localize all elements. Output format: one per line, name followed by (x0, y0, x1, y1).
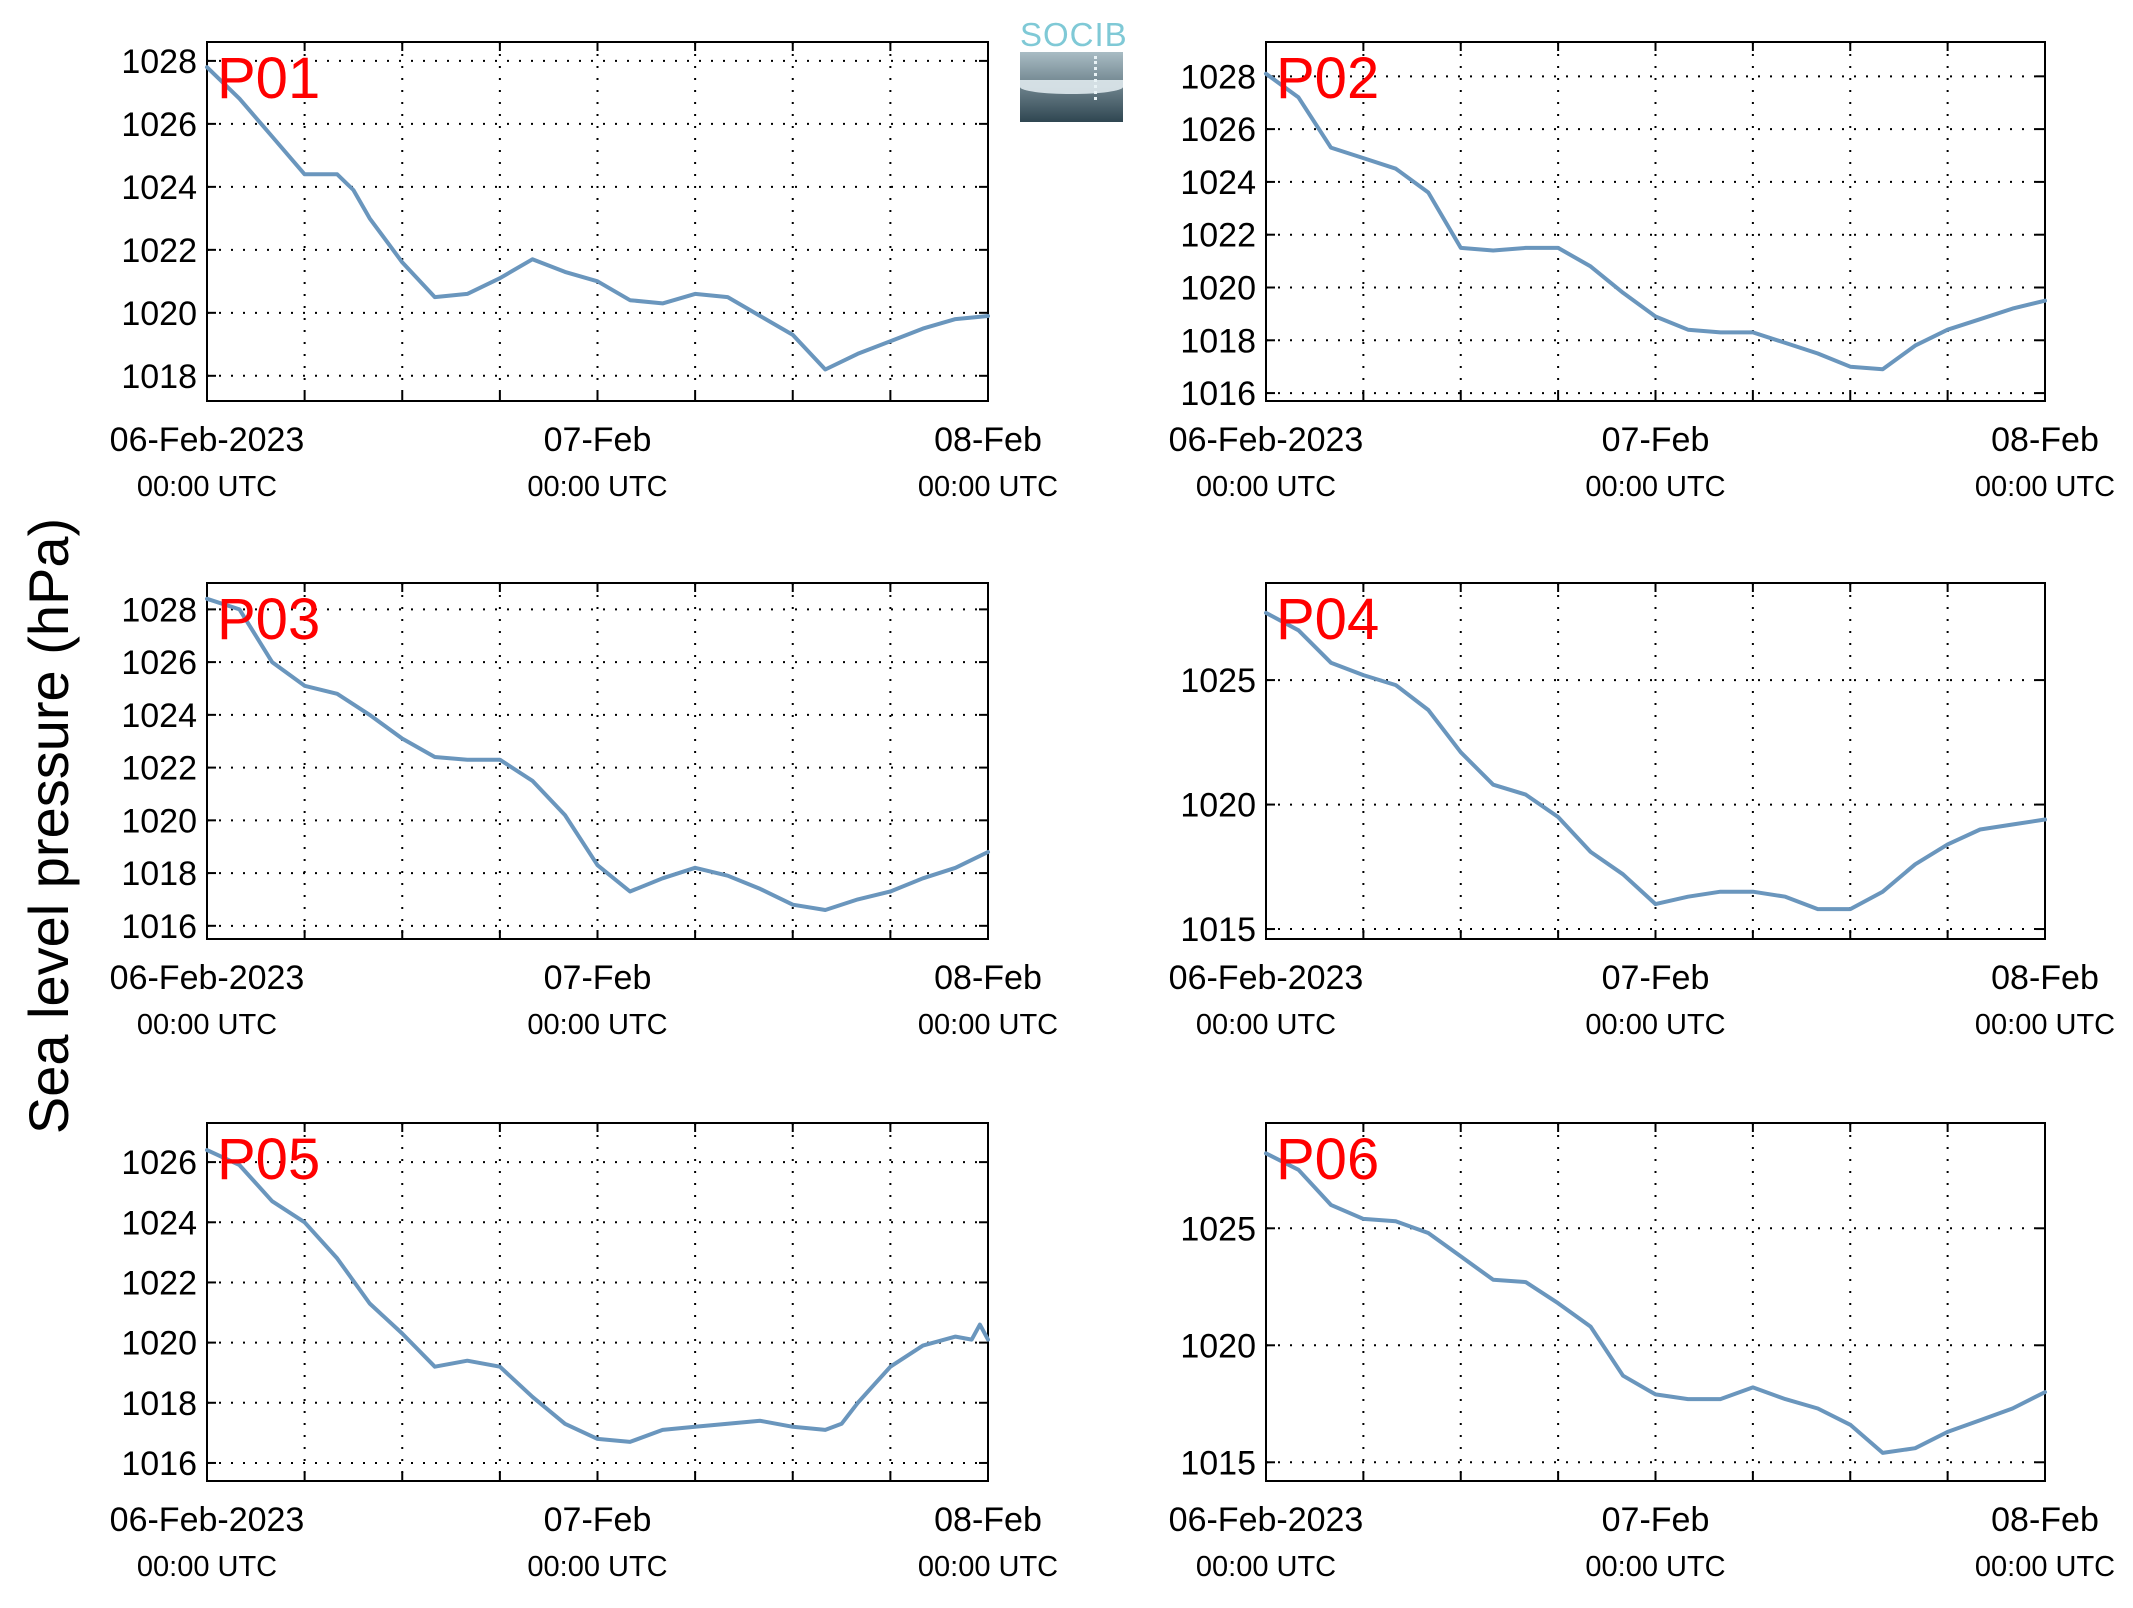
y-tick-label: 1018 (121, 1385, 197, 1423)
plot-frame (1265, 41, 2046, 402)
y-tick-label: 1028 (1180, 58, 1256, 96)
x-tick-label: 06-Feb-2023 (110, 421, 305, 459)
x-tick-label: 08-Feb (1991, 959, 2099, 997)
y-tick-label: 1020 (1180, 269, 1256, 307)
x-tick-sublabel: 00:00 UTC (527, 1551, 667, 1583)
series-line-p05 (205, 1148, 990, 1444)
y-tick-label: 1020 (1180, 1327, 1256, 1365)
y-tick-label: 1024 (121, 169, 197, 207)
x-tick-sublabel: 00:00 UTC (137, 1551, 277, 1583)
y-tick-label: 1026 (1180, 111, 1256, 149)
x-tick-sublabel: 00:00 UTC (1196, 1009, 1336, 1041)
x-tick-label: 06-Feb-2023 (110, 959, 305, 997)
station-label: P04 (1276, 587, 1379, 652)
socib-logo: SOCIB (1020, 16, 1128, 122)
x-tick-sublabel: 00:00 UTC (1585, 471, 1725, 503)
x-tick-sublabel: 00:00 UTC (918, 1009, 1058, 1041)
plot-frame (206, 582, 989, 940)
y-tick-label: 1025 (1180, 1210, 1256, 1248)
panel-p06: 1015 1020 1025 06-Feb-2023 00:00 UTC 07-Feb 00… (1169, 1122, 2115, 1583)
y-tick-label: 1015 (1180, 1444, 1256, 1482)
x-tick-sublabel: 00:00 UTC (527, 471, 667, 503)
y-tick-label: 1028 (121, 591, 197, 629)
y-tick-label: 1025 (1180, 662, 1256, 700)
x-tick-sublabel: 00:00 UTC (1975, 1551, 2115, 1583)
x-tick-sublabel: 00:00 UTC (527, 1009, 667, 1041)
panel-p01: 1018 1020 1022 1024 1026 1028 06-Feb-2023 00:00… (110, 41, 1058, 503)
y-tick-label: 1022 (121, 1264, 197, 1302)
series-line-p02 (1264, 71, 2047, 372)
y-tick-label: 1022 (121, 232, 197, 270)
x-tick-label: 08-Feb (934, 959, 1042, 997)
station-label: P02 (1276, 46, 1379, 111)
y-tick-label: 1024 (121, 697, 197, 735)
y-tick-label: 1016 (1180, 375, 1256, 413)
y-tick-label: 1024 (121, 1204, 197, 1242)
y-tick-label: 1016 (121, 908, 197, 946)
y-tick-label: 1022 (121, 750, 197, 788)
panel-p02: 1016 1018 1020 1022 1024 1026 1028 06-Feb-2023 0… (1169, 41, 2115, 503)
panel-p05: 1016 1018 1020 1022 1024 1026 06-Feb-2023 00:00… (110, 1122, 1058, 1583)
plot-frame (1265, 1122, 2046, 1482)
x-tick-sublabel: 00:00 UTC (1196, 471, 1336, 503)
y-tick-label: 1018 (121, 855, 197, 893)
x-tick-label: 08-Feb (1991, 1501, 2099, 1539)
x-tick-label: 07-Feb (1602, 1501, 1710, 1539)
y-tick-label: 1028 (121, 43, 197, 81)
x-tick-label: 07-Feb (544, 959, 652, 997)
plot-frame (1265, 582, 2046, 940)
socib-logo-graphic (1020, 52, 1123, 122)
x-tick-label: 06-Feb-2023 (110, 1501, 305, 1539)
plot-frame (206, 1122, 989, 1482)
panel-p03: 1016 1018 1020 1022 1024 1026 1028 06-Feb-2023 0… (110, 582, 1058, 1041)
socib-logo-dots (1094, 56, 1097, 100)
station-label: P01 (217, 46, 320, 111)
x-tick-sublabel: 00:00 UTC (1585, 1551, 1725, 1583)
x-tick-sublabel: 00:00 UTC (1585, 1009, 1725, 1041)
y-tick-label: 1016 (121, 1445, 197, 1483)
x-tick-label: 06-Feb-2023 (1169, 959, 1364, 997)
x-tick-label: 06-Feb-2023 (1169, 1501, 1364, 1539)
x-tick-label: 06-Feb-2023 (1169, 421, 1364, 459)
x-tick-label: 08-Feb (1991, 421, 2099, 459)
y-tick-label: 1026 (121, 106, 197, 144)
y-tick-label: 1015 (1180, 911, 1256, 949)
y-tick-label: 1020 (121, 802, 197, 840)
x-tick-label: 07-Feb (1602, 959, 1710, 997)
x-tick-sublabel: 00:00 UTC (918, 471, 1058, 503)
y-tick-label: 1020 (121, 295, 197, 333)
y-tick-label: 1026 (121, 1144, 197, 1182)
x-tick-sublabel: 00:00 UTC (137, 1009, 277, 1041)
y-tick-label: 1018 (121, 358, 197, 396)
series-line-p03 (205, 596, 990, 912)
socib-logo-wave (1020, 80, 1123, 94)
x-tick-sublabel: 00:00 UTC (137, 471, 277, 503)
panel-p04: 1015 1020 1025 06-Feb-2023 00:00 UTC 07-Feb 00… (1169, 582, 2115, 1041)
station-label: P06 (1276, 1127, 1379, 1192)
socib-logo-text: SOCIB (1020, 16, 1128, 53)
x-tick-label: 08-Feb (934, 1501, 1042, 1539)
x-tick-sublabel: 00:00 UTC (918, 1551, 1058, 1583)
station-label: P05 (217, 1127, 320, 1192)
series-line-p04 (1264, 610, 2047, 912)
series-line-p06 (1264, 1151, 2047, 1455)
y-tick-label: 1024 (1180, 164, 1256, 202)
x-tick-label: 08-Feb (934, 421, 1042, 459)
x-tick-sublabel: 00:00 UTC (1196, 1551, 1336, 1583)
y-tick-label: 1020 (121, 1325, 197, 1363)
station-label: P03 (217, 587, 320, 652)
y-tick-label: 1020 (1180, 787, 1256, 825)
x-tick-sublabel: 00:00 UTC (1975, 471, 2115, 503)
x-tick-label: 07-Feb (1602, 421, 1710, 459)
y-tick-label: 1022 (1180, 217, 1256, 255)
x-tick-label: 07-Feb (544, 1501, 652, 1539)
x-tick-label: 07-Feb (544, 421, 652, 459)
y-tick-label: 1026 (121, 644, 197, 682)
x-tick-sublabel: 00:00 UTC (1975, 1009, 2115, 1041)
series-line-p01 (205, 65, 990, 372)
y-tick-label: 1018 (1180, 322, 1256, 360)
